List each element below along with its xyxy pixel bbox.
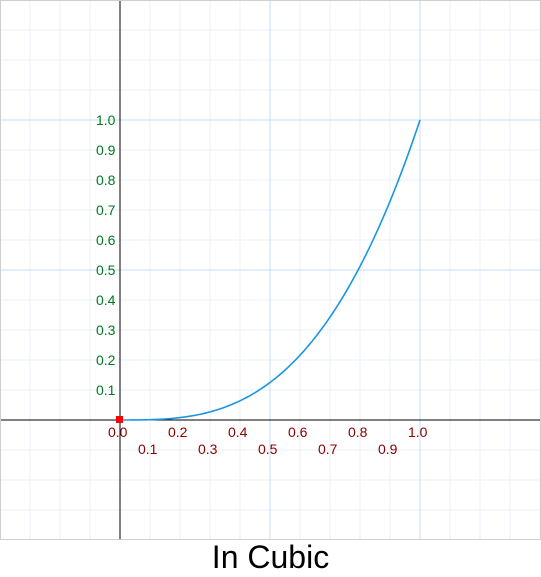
x-tick-label: 0.8 xyxy=(348,424,368,440)
x-tick-label: 0.3 xyxy=(198,441,218,457)
origin-marker xyxy=(116,416,123,423)
x-tick-label: 0.2 xyxy=(168,424,188,440)
x-tick-label: 0.1 xyxy=(138,441,158,457)
x-tick-label: 0.4 xyxy=(228,424,248,440)
y-tick-label: 0.3 xyxy=(96,322,116,338)
x-tick-label: 1.0 xyxy=(408,424,428,440)
y-tick-label: 0.8 xyxy=(96,172,116,188)
y-tick-label: 1.0 xyxy=(96,112,116,128)
chart-caption: In Cubic xyxy=(211,539,330,575)
x-tick-label: 0.0 xyxy=(108,424,128,440)
y-tick-label: 0.5 xyxy=(96,262,116,278)
y-tick-label: 0.2 xyxy=(96,352,116,368)
x-tick-label: 0.5 xyxy=(258,441,278,457)
major-gridlines xyxy=(0,0,541,540)
x-tick-label: 0.9 xyxy=(378,441,398,457)
origin-marker-layer xyxy=(116,416,123,423)
y-tick-label: 0.4 xyxy=(96,292,116,308)
x-tick-label: 0.7 xyxy=(318,441,338,457)
y-tick-labels: 0.1 0.2 0.3 0.4 0.5 0.6 0.7 0.8 0.9 1.0 xyxy=(96,112,116,398)
y-tick-label: 0.6 xyxy=(96,232,116,248)
x-tick-label: 0.6 xyxy=(288,424,308,440)
axes xyxy=(0,0,541,540)
easing-chart: 0.1 0.2 0.3 0.4 0.5 0.6 0.7 0.8 0.9 1.0 0.0 0.1 0.2… xyxy=(0,0,541,540)
y-tick-label: 0.9 xyxy=(96,142,116,158)
x-tick-labels: 0.0 0.1 0.2 0.3 0.4 0.5 0.6 0.7 0.8 0.9 1.0 xyxy=(108,424,428,457)
y-tick-label: 0.1 xyxy=(96,382,116,398)
y-tick-label: 0.7 xyxy=(96,202,116,218)
